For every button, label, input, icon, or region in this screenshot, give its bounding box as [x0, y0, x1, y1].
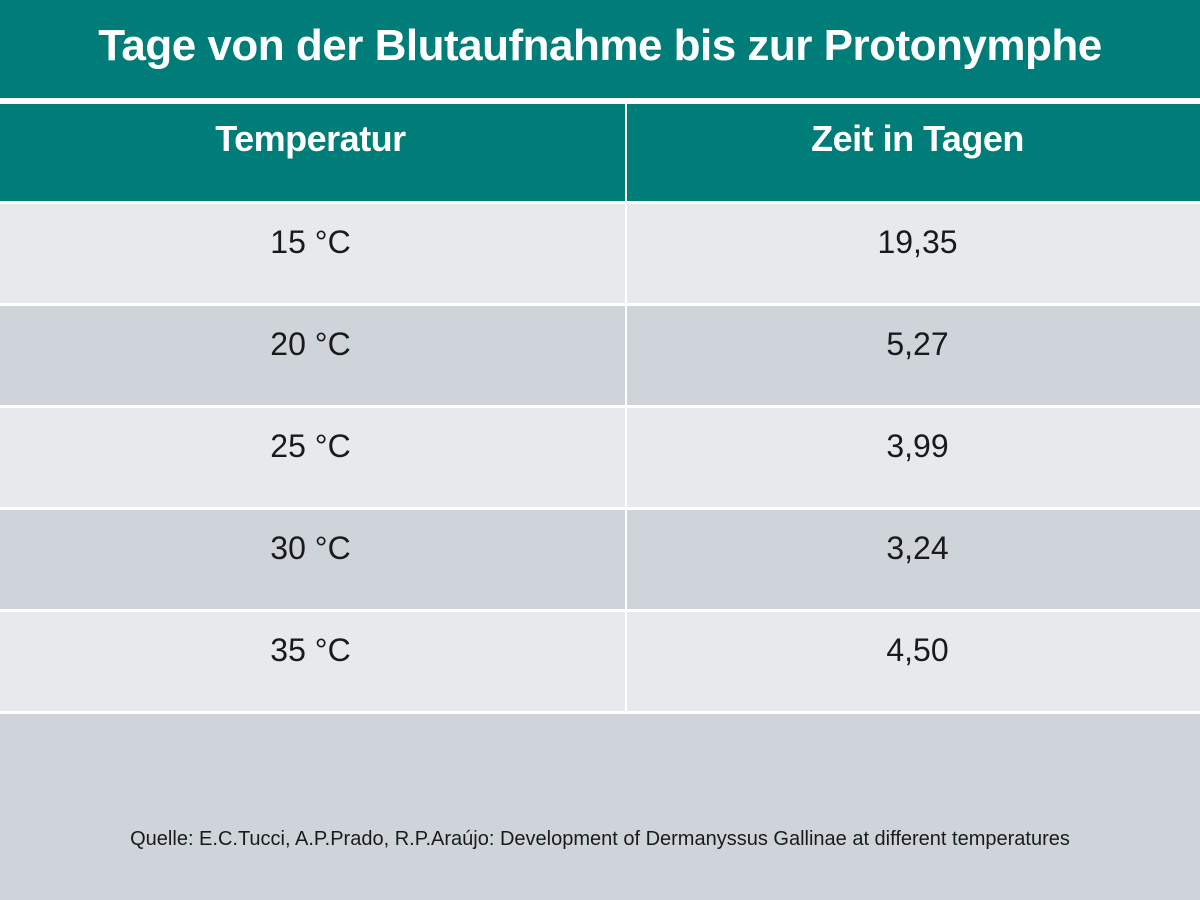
- temperature-cell: 30 °C: [0, 506, 627, 610]
- temperature-cell: 20 °C: [0, 302, 627, 406]
- table-row: 35 °C 4,50: [0, 608, 1200, 714]
- time-cell: 4,50: [626, 608, 1200, 714]
- column-header-temperature: Temperatur: [0, 104, 627, 202]
- header-row: Temperatur Zeit in Tagen: [0, 104, 1200, 202]
- time-cell: 3,24: [626, 506, 1200, 610]
- temperature-cell: 25 °C: [0, 404, 627, 508]
- title-bar: Tage von der Blutaufnahme bis zur Proton…: [0, 0, 1200, 98]
- divider: [0, 98, 1200, 104]
- data-table: Temperatur Zeit in Tagen 15 °C 19,35 20 …: [0, 104, 1200, 714]
- time-cell: 19,35: [626, 200, 1200, 304]
- column-header-time: Zeit in Tagen: [626, 104, 1200, 202]
- temperature-cell: 35 °C: [0, 608, 627, 714]
- table-row: 30 °C 3,24: [0, 506, 1200, 610]
- source-citation: Quelle: E.C.Tucci, A.P.Prado, R.P.Araújo…: [130, 828, 1070, 850]
- time-cell: 3,99: [626, 404, 1200, 508]
- table-row: 20 °C 5,27: [0, 302, 1200, 406]
- temperature-cell: 15 °C: [0, 200, 627, 304]
- table-title: Tage von der Blutaufnahme bis zur Proton…: [98, 21, 1102, 70]
- time-cell: 5,27: [626, 302, 1200, 406]
- table-row: 15 °C 19,35: [0, 200, 1200, 304]
- table-row: 25 °C 3,99: [0, 404, 1200, 508]
